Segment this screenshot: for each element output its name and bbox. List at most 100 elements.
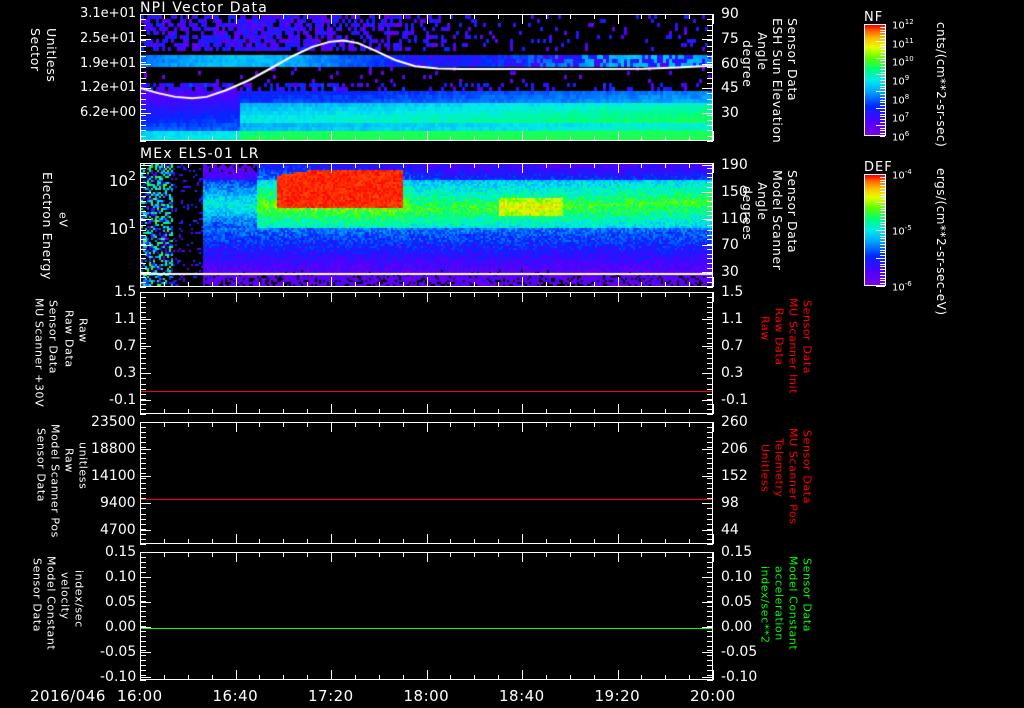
colorbar-minor-tick <box>880 100 885 101</box>
panel-p3-right-axis-label-2: Raw Data <box>772 308 786 406</box>
axis-tick-label: 2.5e+01 <box>80 30 137 46</box>
major-tick-x <box>713 292 714 302</box>
panel-p5-left-axis-label-0: Sensor Data <box>30 558 44 674</box>
colorbar-minor-tick <box>880 236 885 237</box>
colorbar-tick-label: 10-6 <box>892 280 912 294</box>
major-tick-x <box>713 404 714 414</box>
time-tick-label: 18:00 <box>403 687 450 705</box>
axis-tick-label: 260 <box>721 414 748 430</box>
panel-p5-right-axis-label-0: Sensor Data <box>800 558 814 674</box>
colorbar-minor-tick <box>880 280 885 281</box>
lbl: index/sec**2 <box>758 566 772 644</box>
panel-p5-right-axis-label-2: acceleration <box>772 566 786 674</box>
panel-p4-right-axis-label-2: Telemetry <box>772 438 786 538</box>
colorbar-minor-tick <box>880 194 885 195</box>
axis-tick-label: 18800 <box>91 441 136 458</box>
colorbar-tick-label: 109 <box>892 74 910 88</box>
panel-els-right-axis-label-1: Model Scanner <box>770 170 785 282</box>
axis-tick-label: 1.1 <box>721 311 744 328</box>
colorbar-minor-tick <box>880 32 885 33</box>
date-label: 2016/046 <box>30 687 106 705</box>
colorbar-minor-tick <box>880 122 885 123</box>
colorbar-minor-tick <box>880 77 885 78</box>
els-spectrogram-canvas <box>141 164 712 286</box>
lbl: Sensor Data <box>34 428 48 503</box>
lbl: Telemetry <box>772 438 786 498</box>
time-tick-label: 18:40 <box>499 687 545 705</box>
colorbar-nf-units: cnts/(cm**2-sr-sec) <box>934 22 948 148</box>
lbl: Sensor Data <box>30 558 44 633</box>
panel-title-els: MEx ELS-01 LR <box>140 146 260 162</box>
lbl: velocity <box>58 572 72 620</box>
panel-p4-right-axis-label-1: MU Scanner Pos <box>786 428 800 542</box>
lbl: Unitless <box>758 444 772 493</box>
panel-mex-els-01-lr[interactable] <box>140 163 713 287</box>
colorbar-minor-tick <box>880 241 885 242</box>
colorbar-minor-tick <box>880 46 885 47</box>
colorbar-minor-tick <box>880 72 885 73</box>
panel-npi-right-axis-label-2: Angle <box>755 32 770 132</box>
colorbar-minor-tick <box>880 255 885 256</box>
colorbar-minor-tick <box>876 41 885 42</box>
panel-p3-left-axis-label-1: MU Scanner +30V <box>32 298 46 410</box>
panel-p5-left-axis-label-3: index/sec <box>72 570 86 674</box>
panel-model-scanner-pos-raw[interactable] <box>140 422 713 544</box>
colorbar-minor-tick <box>880 266 885 267</box>
colorbar-minor-tick <box>880 102 885 103</box>
colorbar-minor-tick <box>880 116 885 117</box>
minor-tick <box>707 287 713 288</box>
panel-mu-scanner-30v-raw[interactable] <box>140 292 713 414</box>
colorbar-minor-tick <box>880 272 885 273</box>
colorbar-minor-tick <box>880 94 885 95</box>
axis-tick-label: 9400 <box>100 495 136 512</box>
panel-p4-left-axis-label-1: Model Scanner Pos <box>48 424 62 542</box>
colorbar-minor-tick <box>876 91 885 92</box>
axis-tick-label: 4700 <box>100 522 136 539</box>
colorbar-minor-tick <box>880 244 885 245</box>
axis-tick-label: 44 <box>721 522 739 539</box>
colorbar-minor-tick <box>880 264 885 265</box>
axis-tick-label: 0.3 <box>721 365 744 382</box>
panel-p5-left-axis-label-2: velocity <box>58 572 72 672</box>
panel-npi-vector-data[interactable] <box>140 14 713 141</box>
lbl: Sensor Data <box>800 300 814 375</box>
lbl: Raw <box>76 318 90 343</box>
colorbar-minor-tick <box>880 130 885 131</box>
axis-tick-label: 0.05 <box>105 594 137 611</box>
axis-tick-label: 0.15 <box>105 544 137 560</box>
colorbar-minor-tick <box>880 49 885 50</box>
colorbar-def-title: DEF <box>864 160 893 175</box>
axis-tick-label: 0.10 <box>105 569 137 586</box>
axis-tick-label: 60 <box>721 55 739 72</box>
lbl: Angle <box>755 32 770 71</box>
panel-model-constant-velocity[interactable] <box>140 552 713 680</box>
axis-tick-label: 1.9e+01 <box>80 55 137 71</box>
colorbar-minor-tick <box>880 128 885 129</box>
lbl: Model Constant <box>786 556 800 651</box>
major-tick-x <box>713 670 714 680</box>
colorbar-minor-tick <box>876 174 885 175</box>
minor-tick <box>707 544 713 545</box>
trace-line-p4 <box>141 499 712 500</box>
trace-line-p3 <box>141 391 712 392</box>
axis-tick-label: 0.00 <box>721 619 753 636</box>
axis-tick-label: 75 <box>721 30 739 47</box>
colorbar-minor-tick <box>880 44 885 45</box>
panel-p3-right-axis-label-0: Sensor Data <box>800 300 814 408</box>
axis-tick-label: 70 <box>721 237 739 254</box>
panel-npi-right-axis-label-0: Sensor Data <box>785 18 800 136</box>
major-tick-x <box>713 131 714 141</box>
panel-els-right-axis-label-2: Angle <box>755 182 770 282</box>
axis-tick-label: 150 <box>721 184 748 201</box>
colorbar-minor-tick <box>880 80 885 81</box>
axis-tick-label: 0.15 <box>721 544 753 560</box>
lbl: Model Scanner Pos <box>48 424 62 538</box>
lbl: Electron Energy <box>40 172 55 281</box>
colorbar-minor-tick <box>880 38 885 39</box>
trace-line-p5 <box>141 628 712 629</box>
colorbar-minor-tick <box>880 188 885 189</box>
panel-p3-right-axis-label-3: Raw <box>758 316 772 408</box>
lbl: Raw Data <box>772 308 786 366</box>
panel-npi-right-axis-label-1: ESH Sun Elevation <box>770 18 785 143</box>
axis-tick-label: 1.5 <box>721 284 744 300</box>
